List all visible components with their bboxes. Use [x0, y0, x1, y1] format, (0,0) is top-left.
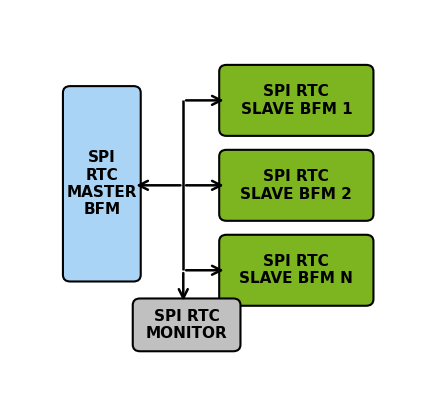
Text: SPI
RTC
MASTER
BFM: SPI RTC MASTER BFM — [66, 150, 137, 217]
Text: SPI RTC
SLAVE BFM N: SPI RTC SLAVE BFM N — [239, 254, 353, 286]
Text: SPI RTC
SLAVE BFM 2: SPI RTC SLAVE BFM 2 — [240, 169, 352, 201]
FancyBboxPatch shape — [63, 86, 141, 281]
FancyBboxPatch shape — [219, 65, 374, 136]
FancyBboxPatch shape — [219, 235, 374, 306]
FancyBboxPatch shape — [219, 150, 374, 221]
Text: SPI RTC
MONITOR: SPI RTC MONITOR — [146, 309, 227, 341]
FancyBboxPatch shape — [133, 299, 241, 351]
Text: SPI RTC
SLAVE BFM 1: SPI RTC SLAVE BFM 1 — [241, 84, 352, 117]
